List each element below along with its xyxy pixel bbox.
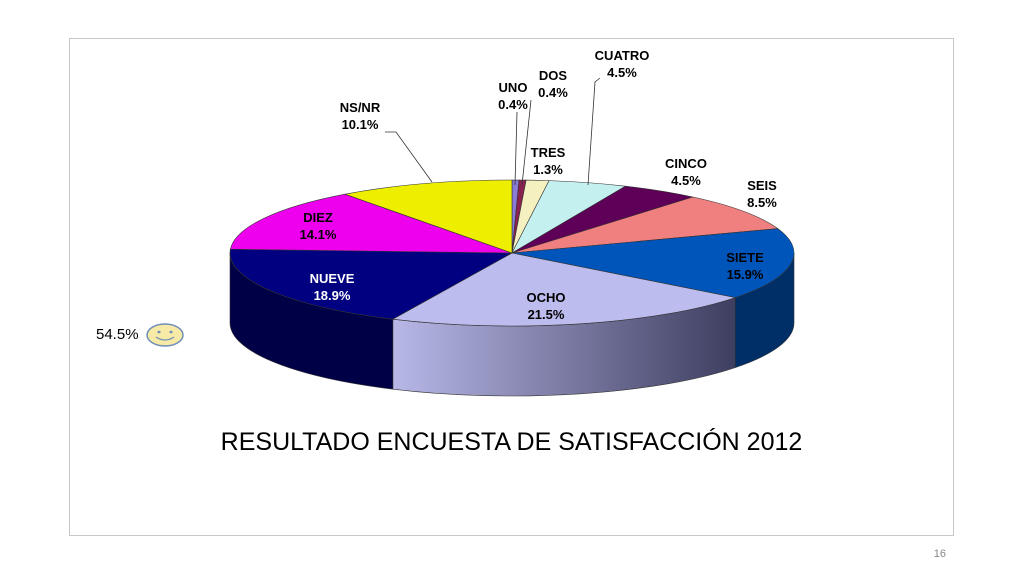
slice-diez bbox=[230, 193, 513, 254]
leader-line-dos bbox=[521, 99, 532, 186]
slice-siete bbox=[511, 228, 795, 298]
label-nueve: NUEVE bbox=[310, 271, 355, 286]
value-ocho: 21.5% bbox=[528, 307, 565, 322]
value-siete: 15.9% bbox=[727, 267, 764, 282]
smiley-face-icon bbox=[146, 323, 184, 347]
leader-line-uno bbox=[514, 111, 518, 186]
chart-frame bbox=[69, 38, 954, 536]
slice-ocho bbox=[391, 252, 737, 327]
label-cuatro: CUATRO bbox=[595, 48, 650, 63]
value-cinco: 4.5% bbox=[671, 173, 701, 188]
slice-nueve bbox=[229, 248, 514, 320]
page-number: 16 bbox=[933, 548, 946, 560]
value-uno: 0.4% bbox=[498, 97, 528, 112]
slice-seis bbox=[511, 196, 779, 254]
slice-nsnr bbox=[343, 179, 513, 254]
pie-labels: UNO 0.4% DOS 0.4% TRES 1.3% CUATRO 4.5% CINCO 4.5… bbox=[300, 48, 778, 322]
label-tres: TRES bbox=[531, 145, 566, 160]
label-dos: DOS bbox=[539, 68, 568, 83]
leader-line-nsnr bbox=[385, 131, 433, 183]
value-nsnr: 10.1% bbox=[342, 117, 379, 132]
label-ocho: OCHO bbox=[527, 290, 566, 305]
leader-line-cuatro bbox=[587, 77, 601, 186]
value-seis: 8.5% bbox=[747, 195, 777, 210]
label-uno: UNO bbox=[499, 80, 528, 95]
label-seis: SEIS bbox=[747, 178, 777, 193]
value-tres: 1.3% bbox=[533, 162, 563, 177]
label-cinco: CINCO bbox=[665, 156, 707, 171]
pie-tops bbox=[229, 179, 795, 327]
value-nueve: 18.9% bbox=[314, 288, 351, 303]
label-nsnr: NS/NR bbox=[340, 100, 381, 115]
label-diez: DIEZ bbox=[303, 210, 333, 225]
chart-title: RESULTADO ENCUESTA DE SATISFACCIÓN 2012 bbox=[220, 428, 803, 456]
label-siete: SIETE bbox=[726, 250, 764, 265]
value-diez: 14.1% bbox=[300, 227, 337, 242]
value-cuatro: 4.5% bbox=[607, 65, 637, 80]
aside-percent: 54.5% bbox=[96, 326, 139, 343]
value-dos: 0.4% bbox=[538, 85, 568, 100]
